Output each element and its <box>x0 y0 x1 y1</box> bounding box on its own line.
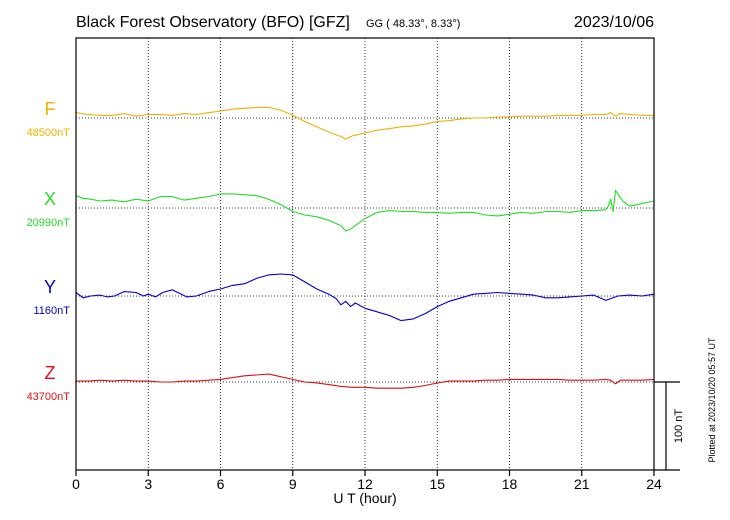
station-coordinates: GG ( 48.33°, 8.33°) <box>366 18 460 30</box>
series-name-z: Z <box>45 363 56 383</box>
chart-date: 2023/10/06 <box>574 14 654 31</box>
series-name-x: X <box>44 189 56 209</box>
series-line-y <box>75 273 655 322</box>
x-tick-label-12: 12 <box>357 476 373 492</box>
series-name-y: Y <box>44 277 56 297</box>
chart-title: Black Forest Observatory (BFO) [GFZ] <box>76 14 350 31</box>
grid-lines <box>147 38 583 470</box>
x-tick-label-0: 0 <box>72 476 80 492</box>
plotted-timestamp: Plotted at 2023/10/20 05:57 UT <box>707 337 717 463</box>
x-tick-label-15: 15 <box>429 476 445 492</box>
x-tick-label-24: 24 <box>646 476 662 492</box>
series-baseline-y: 1160nT <box>34 305 71 317</box>
x-axis-ticks: 0 3 6 9 12 15 18 21 24 <box>72 470 662 492</box>
series-line-z <box>76 373 655 389</box>
series-baseline-x: 20990nT <box>27 217 71 229</box>
scale-bar-label: 100 nT <box>673 409 685 444</box>
baseline-lines <box>76 117 654 383</box>
x-tick-label-18: 18 <box>502 476 518 492</box>
series-line-f <box>75 106 654 140</box>
x-axis-label: U T (hour) <box>333 490 396 506</box>
x-tick-label-21: 21 <box>574 476 590 492</box>
series-baseline-f: 48500nT <box>27 127 71 139</box>
series-baseline-z: 43700nT <box>27 391 71 403</box>
scale-bar: 100 nT <box>654 381 685 471</box>
series-lines <box>75 106 655 389</box>
series-labels: F 48500nT X 20990nT Y 1160nT Z 43700nT <box>27 99 71 403</box>
series-line-x <box>75 189 655 232</box>
x-tick-label-6: 6 <box>217 476 225 492</box>
x-tick-label-3: 3 <box>144 476 152 492</box>
x-tick-label-9: 9 <box>289 476 297 492</box>
series-name-f: F <box>45 99 56 119</box>
